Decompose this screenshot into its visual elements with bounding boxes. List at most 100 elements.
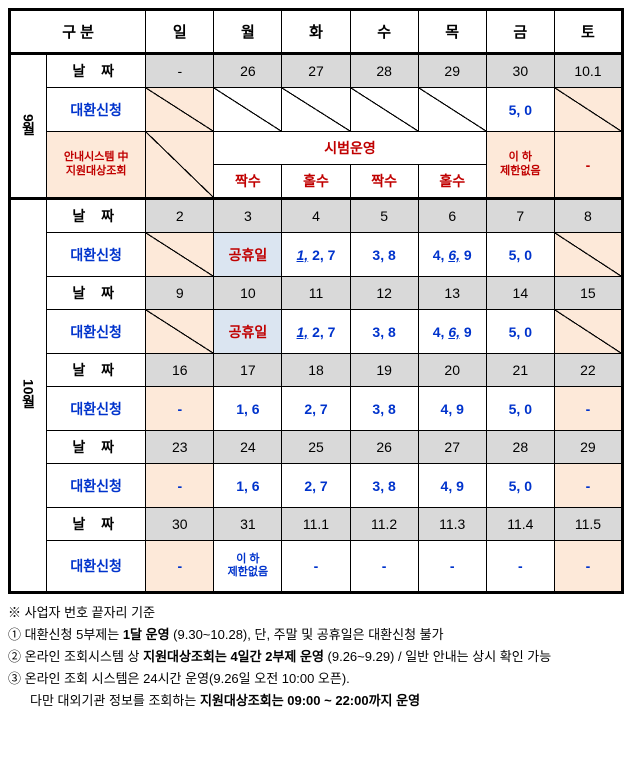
oct-w5-mon: 이 하제한없음 [214,541,282,593]
oct-w4-date: 날 짜 23 24 25 26 27 28 29 [10,431,623,464]
apply-label: 대환신청 [47,310,146,354]
date-label: 날 짜 [47,54,146,88]
cell: 12 [350,277,418,310]
cell: 18 [282,354,350,387]
cell: 5, 0 [486,387,554,431]
header-wed: 수 [350,10,418,54]
oct-w3-date: 날 짜 16 17 18 19 20 21 22 [10,354,623,387]
cell: 4 [282,199,350,233]
cell: 17 [214,354,282,387]
oct-w2-thu: 4, 6, 9 [418,310,486,354]
sept-date-sun: - [146,54,214,88]
sept-date-fri: 30 [486,54,554,88]
oct-w5-date: 날 짜 30 31 11.1 11.2 11.3 11.4 11.5 [10,508,623,541]
cell: 5, 0 [486,464,554,508]
oct-w2-tue: 1, 2, 7 [282,310,350,354]
sept-apply-thu [418,88,486,132]
sept-date-row: 9월 날 짜 - 26 27 28 29 30 10.1 [10,54,623,88]
header-fri: 금 [486,10,554,54]
oct-w2-date: 날 짜 9 10 11 12 13 14 15 [10,277,623,310]
date-label: 날 짜 [47,431,146,464]
cell: 1, 6 [214,387,282,431]
cell: - [146,464,214,508]
pilot-label: 시범운영 [214,132,486,165]
oct-w1-sat [554,233,622,277]
cell: - [418,541,486,593]
cell: 27 [418,431,486,464]
cell: 3, 8 [350,464,418,508]
sept-guide-sat: - [554,132,622,199]
date-label: 날 짜 [47,199,146,233]
schedule-table: 구 분 일 월 화 수 목 금 토 9월 날 짜 - 26 27 28 29 3… [8,8,624,594]
cell: 2 [146,199,214,233]
cell: 3, 8 [350,233,418,277]
cell: 3, 8 [350,310,418,354]
footnote-2: ② 온라인 조회시스템 상 지원대상조회는 4일간 2부제 운영 (9.26~9… [8,646,624,668]
sept-apply-row: 대환신청 5, 0 [10,88,623,132]
cell: 23 [146,431,214,464]
date-label: 날 짜 [47,277,146,310]
cell: 3, 8 [350,387,418,431]
cell: 13 [418,277,486,310]
oct-w3-apply: 대환신청 - 1, 6 2, 7 3, 8 4, 9 5, 0 - [10,387,623,431]
sept-date-thu: 29 [418,54,486,88]
oct-w5-apply: 대환신청 - 이 하제한없음 - - - - - [10,541,623,593]
sept-date-mon: 26 [214,54,282,88]
even-mon: 짝수 [214,165,282,199]
cell: 8 [554,199,622,233]
cell: - [350,541,418,593]
cell: 20 [418,354,486,387]
sept-guide-sun [146,132,214,199]
cell: 26 [350,431,418,464]
cell: 14 [486,277,554,310]
holiday-cell: 공휴일 [214,233,282,277]
apply-label: 대환신청 [47,541,146,593]
header-row: 구 분 일 월 화 수 목 금 토 [10,10,623,54]
cell: 4, 9 [418,464,486,508]
header-sun: 일 [146,10,214,54]
cell: 5, 0 [486,310,554,354]
footnote-3: ③ 온라인 조회 시스템은 24시간 운영(9.26일 오전 10:00 오픈)… [8,668,624,690]
oct-w2-apply: 대환신청 공휴일 1, 2, 7 3, 8 4, 6, 9 5, 0 [10,310,623,354]
cell: 22 [554,354,622,387]
sept-apply-fri: 5, 0 [486,88,554,132]
cell: 9 [146,277,214,310]
cell: - [554,387,622,431]
cell: 30 [146,508,214,541]
holiday-cell: 공휴일 [214,310,282,354]
cell: 5 [350,199,418,233]
cell: - [146,387,214,431]
cell: 10 [214,277,282,310]
sept-date-sat: 10.1 [554,54,622,88]
cell: 19 [350,354,418,387]
oct-w4-apply: 대환신청 - 1, 6 2, 7 3, 8 4, 9 5, 0 - [10,464,623,508]
cell: 11.2 [350,508,418,541]
cell: 21 [486,354,554,387]
cell: 11.3 [418,508,486,541]
oct-w1-thu: 4, 6, 9 [418,233,486,277]
footnote-3b: 다만 대외기관 정보를 조회하는 지원대상조회는 09:00 ~ 22:00까지… [8,690,624,712]
cell: 11.4 [486,508,554,541]
cell: 2, 7 [282,464,350,508]
cell: 29 [554,431,622,464]
odd-tue: 홀수 [282,165,350,199]
apply-label: 대환신청 [47,387,146,431]
even-wed: 짝수 [350,165,418,199]
sept-apply-wed [350,88,418,132]
cell: 2, 7 [282,387,350,431]
apply-label: 대환신청 [47,233,146,277]
header-gubun: 구 분 [10,10,146,54]
oct-w1-date: 10월 날 짜 2 3 4 5 6 7 8 [10,199,623,233]
oct-w1-tue: 1, 2, 7 [282,233,350,277]
cell: - [282,541,350,593]
footnotes: ※ 사업자 번호 끝자리 기준 ① 대환신청 5부제는 1달 운영 (9.30~… [8,602,624,712]
header-thu: 목 [418,10,486,54]
cell: 24 [214,431,282,464]
sept-apply-tue [282,88,350,132]
footnote-star: ※ 사업자 번호 끝자리 기준 [8,602,624,624]
guide-label: 안내시스템 中지원대상조회 [47,132,146,199]
cell: 7 [486,199,554,233]
cell: 6 [418,199,486,233]
header-mon: 월 [214,10,282,54]
cell: 11.1 [282,508,350,541]
